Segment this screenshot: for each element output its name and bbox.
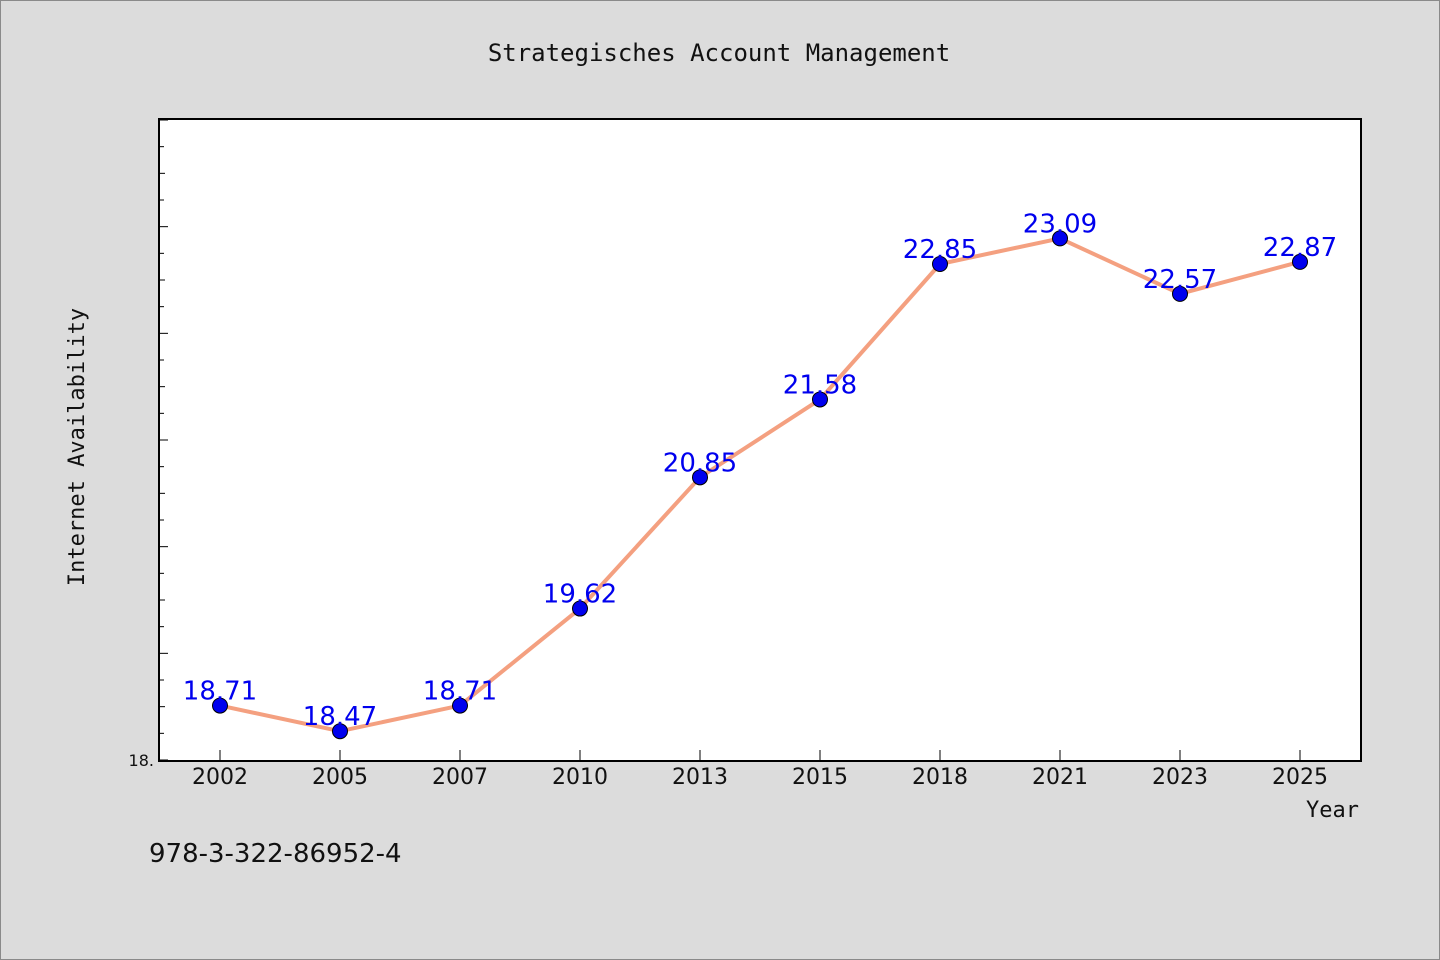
x-axis-ticks: 2002 2005 2007 2010 2013 2015 2018 2021 2023 2025 [192, 750, 1328, 790]
x-tick-label: 2007 [432, 765, 488, 790]
x-tick-label: 2023 [1152, 765, 1208, 790]
x-tick-label: 2013 [672, 765, 728, 790]
series-line [218, 236, 1302, 734]
data-label: 22.57 [1143, 265, 1217, 295]
series-markers [212, 230, 1308, 740]
data-labels: 18.71 18.47 18.71 19.62 20.85 21.58 22.85 23.09… [183, 209, 1337, 732]
data-point [1172, 285, 1188, 302]
y-axis-ticks [160, 119, 168, 761]
x-tick-label: 2010 [552, 765, 608, 790]
x-tick-label: 2015 [792, 765, 848, 790]
data-point [1052, 230, 1068, 247]
data-point [932, 256, 948, 272]
data-point [572, 600, 588, 617]
x-tick-label: 2005 [312, 765, 368, 790]
data-label: 19.62 [543, 580, 617, 610]
x-tick-label: 2021 [1032, 765, 1088, 790]
x-tick-label: 2025 [1272, 765, 1328, 790]
data-label: 18.47 [303, 702, 377, 732]
y-tick-label: 18. [129, 751, 154, 770]
data-point [452, 697, 468, 714]
data-point [212, 697, 228, 714]
x-axis-label: Year [1306, 798, 1359, 823]
x-tick-label: 2002 [192, 765, 248, 790]
data-label: 18.71 [183, 677, 257, 707]
chart-title: Strategisches Account Management [488, 39, 950, 67]
data-point [1292, 253, 1308, 270]
data-label: 20.85 [663, 448, 737, 478]
data-label: 21.58 [783, 370, 857, 400]
data-point [812, 391, 828, 408]
data-label: 18.71 [423, 677, 497, 707]
data-label: 22.87 [1263, 233, 1337, 263]
y-axis-label: Internet Availability [65, 308, 90, 586]
x-tick-label: 2018 [912, 765, 968, 790]
data-label: 22.85 [903, 235, 977, 265]
footer-isbn: 978-3-322-86952-4 [149, 839, 402, 869]
data-point [692, 469, 708, 486]
data-point [332, 723, 348, 740]
data-label: 23.09 [1023, 209, 1097, 239]
